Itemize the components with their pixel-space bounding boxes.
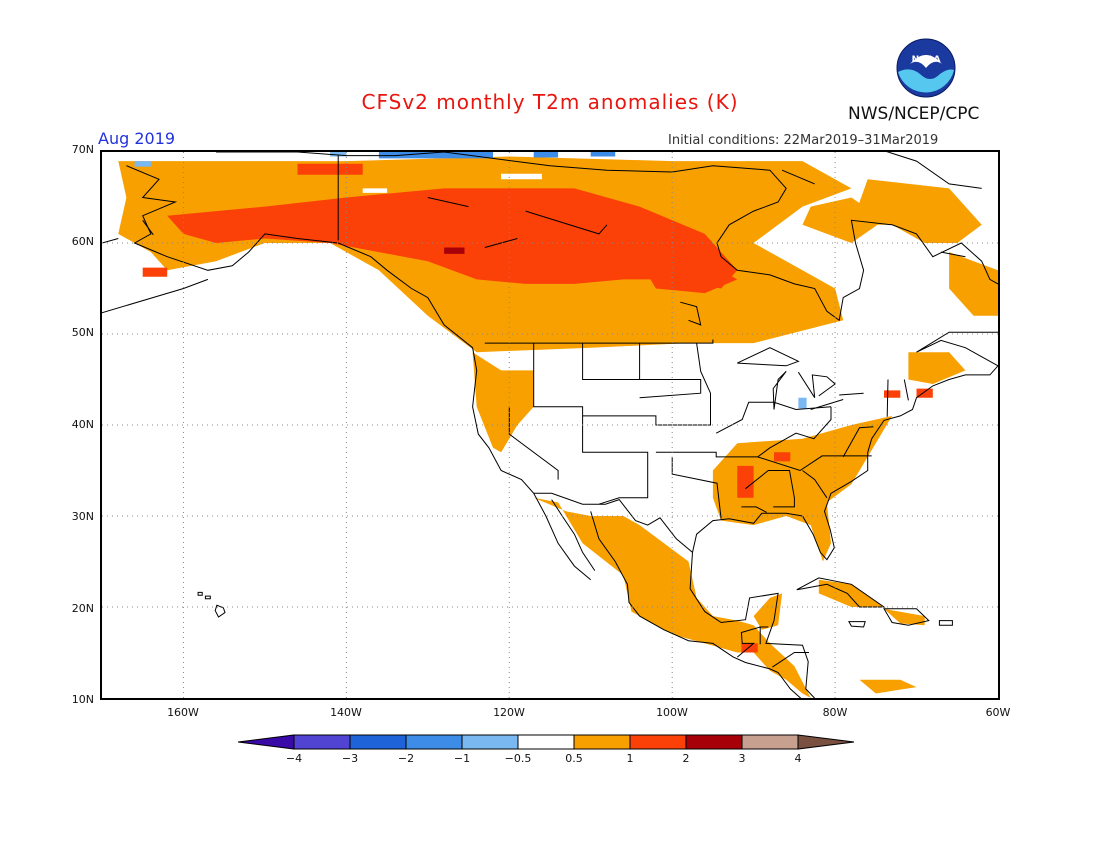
colorbar-segment — [238, 734, 295, 750]
gridline-layer — [102, 152, 998, 698]
latitude-label: 30N — [71, 510, 94, 523]
longitude-label: 80W — [822, 706, 848, 719]
longitude-label: 160W — [167, 706, 199, 719]
longitude-label: 120W — [493, 706, 525, 719]
colorbar-label: 3 — [738, 752, 746, 765]
colorbar-segment — [573, 734, 631, 750]
latitude-label: 40N — [71, 418, 94, 431]
latitude-label: 10N — [71, 693, 94, 706]
colorbar-label: 0.5 — [565, 752, 583, 765]
colorbar-segment — [517, 734, 575, 750]
coastline-layer — [102, 152, 998, 698]
anomaly-fill-layer — [118, 152, 998, 698]
colorbar-segment — [405, 734, 463, 750]
colorbar-label: −3 — [341, 752, 359, 765]
latitude-label: 50N — [71, 326, 94, 339]
colorbar-segment — [741, 734, 799, 750]
noaa-logo-text: NOAA — [912, 55, 941, 65]
colorbar-label: −4 — [285, 752, 303, 765]
valid-month-label: Aug 2019 — [98, 129, 176, 148]
colorbar-segment — [685, 734, 743, 750]
colorbar-segment — [461, 734, 519, 750]
latitude-label: 60N — [71, 235, 94, 248]
colorbar-segment — [629, 734, 687, 750]
map-title: CFSv2 monthly T2m anomalies (K) — [361, 90, 739, 114]
colorbar-label: −1 — [453, 752, 471, 765]
colorbar-label: 2 — [682, 752, 690, 765]
initial-conditions-label: Initial conditions: 22Mar2019–31Mar2019 — [668, 133, 939, 148]
colorbar-label: 1 — [626, 752, 634, 765]
colorbar-segment — [293, 734, 351, 750]
colorbar-label: −2 — [397, 752, 415, 765]
longitude-label: 100W — [656, 706, 688, 719]
longitude-label: 60W — [985, 706, 1011, 719]
latitude-label: 20N — [71, 602, 94, 615]
colorbar-segment — [797, 734, 855, 750]
colorbar-segment — [349, 734, 407, 750]
longitude-label: 140W — [330, 706, 362, 719]
latitude-label: 70N — [71, 143, 94, 156]
colorbar-label: 4 — [794, 752, 802, 765]
colorbar — [238, 734, 855, 750]
agency-label: NWS/NCEP/CPC — [848, 104, 980, 124]
map-panel — [100, 150, 1000, 700]
noaa-logo: NOAA — [896, 38, 956, 98]
anomaly-map — [102, 152, 998, 698]
colorbar-label: −0.5 — [504, 752, 532, 765]
